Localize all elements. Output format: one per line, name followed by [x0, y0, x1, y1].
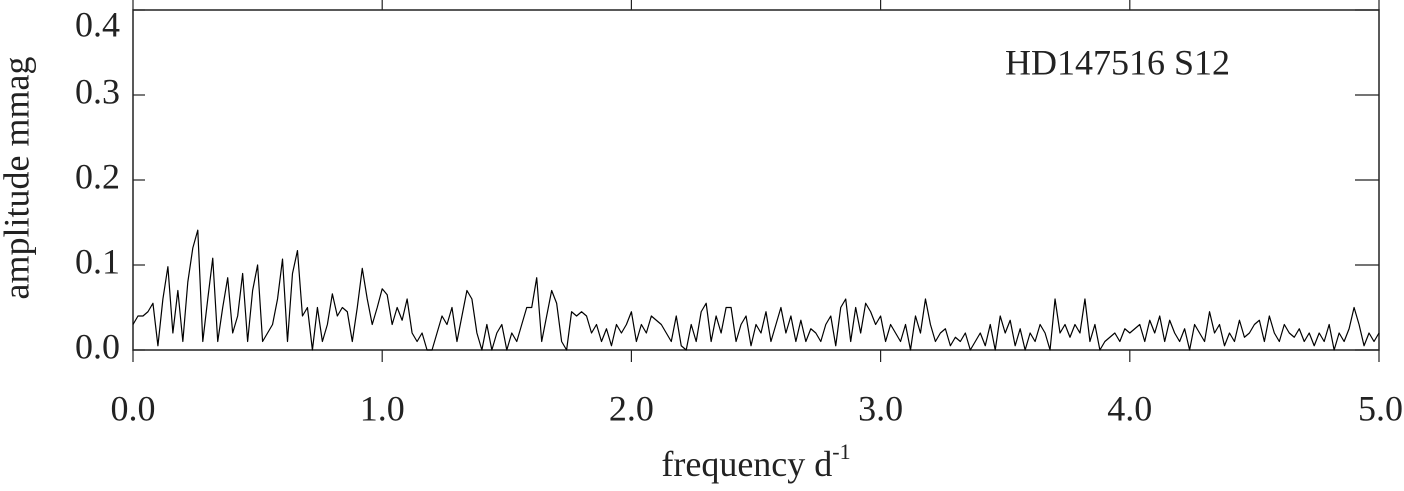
spectrum-line	[132, 229, 1380, 351]
x-axis-label: frequency d-1	[661, 439, 850, 484]
y-tick-label: 0.1	[75, 241, 120, 281]
x-tick-label: 1.0	[360, 388, 405, 428]
y-tick-label: 0.3	[75, 71, 120, 111]
x-label-superscript: -1	[832, 439, 850, 464]
x-tick-label: 0.0	[111, 388, 156, 428]
annotation: HD147516 S12	[1005, 42, 1230, 82]
y-tick-label: 0.2	[75, 156, 120, 196]
y-axis-label: amplitude mmag	[0, 57, 36, 300]
x-tick-label: 2.0	[609, 388, 654, 428]
x-tick-label: 5.0	[1358, 388, 1403, 428]
y-tick-label: 0.4	[75, 4, 120, 44]
x-tick-label: 3.0	[858, 388, 903, 428]
x-tick-label: 4.0	[1107, 388, 1152, 428]
x-label-text: frequency d	[661, 444, 832, 484]
y-tick-label: 0.0	[75, 326, 120, 366]
